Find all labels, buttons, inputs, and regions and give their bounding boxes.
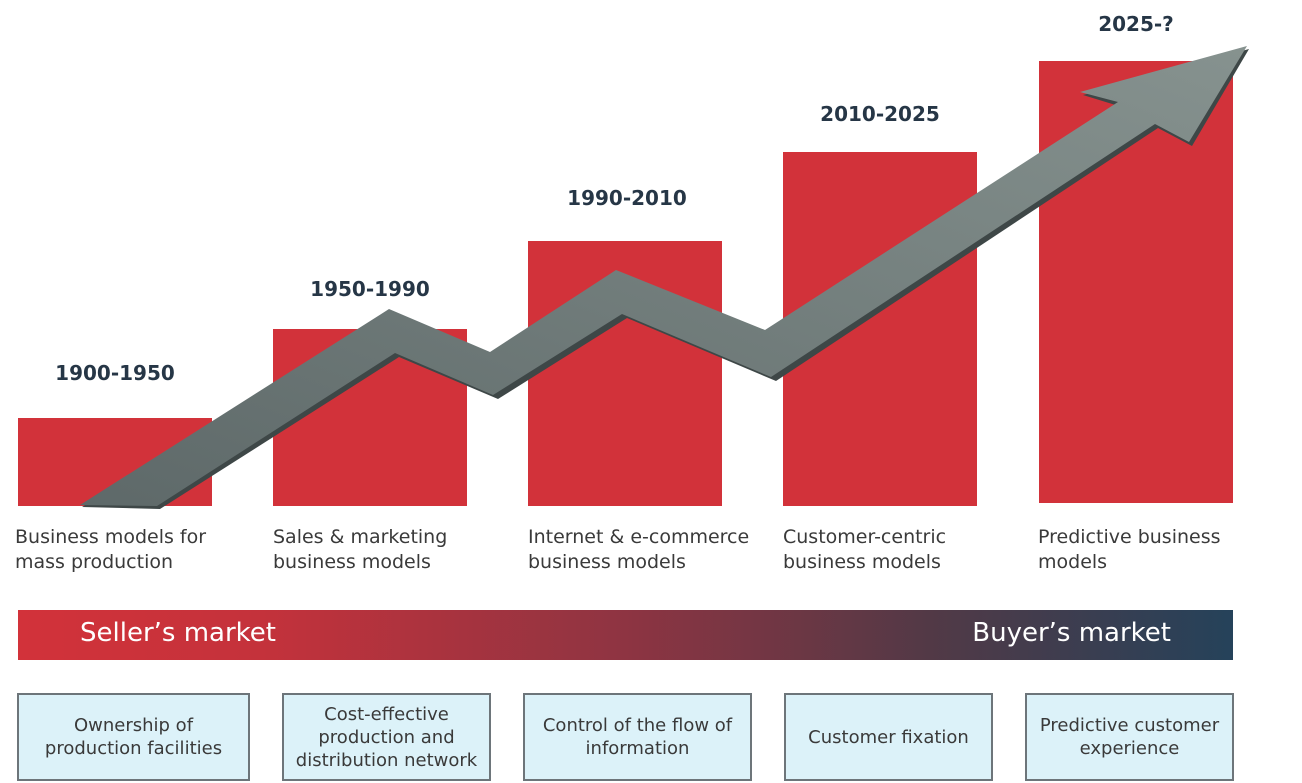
factor-box: Ownership of production facilities xyxy=(17,693,250,781)
factor-box: Cost-effective production and distributi… xyxy=(282,693,491,781)
factor-box: Predictive customer experience xyxy=(1025,693,1234,781)
factor-box: Customer fixation xyxy=(784,693,993,781)
business-model-label: Business models for mass production xyxy=(15,526,207,573)
period-label: 1990-2010 xyxy=(567,186,687,210)
market-band: Seller’s market Buyer’s market xyxy=(18,610,1233,660)
buyers-market-label: Buyer’s market xyxy=(972,618,1171,648)
sellers-market-label: Seller’s market xyxy=(80,618,276,648)
factor-box: Control of the flow of information xyxy=(523,693,752,781)
business-model-label: Sales & marketing business models xyxy=(273,526,448,573)
period-label: 2010-2025 xyxy=(820,102,940,126)
business-model-label: Predictive business models xyxy=(1038,526,1221,573)
business-model-label: Customer-centric business models xyxy=(783,526,947,573)
period-label: 1900-1950 xyxy=(55,361,175,385)
trend-arrow-body xyxy=(80,46,1247,506)
period-label: 2025-? xyxy=(1098,12,1174,36)
business-model-label: Internet & e-commerce business models xyxy=(528,526,750,573)
period-label: 1950-1990 xyxy=(310,277,430,301)
